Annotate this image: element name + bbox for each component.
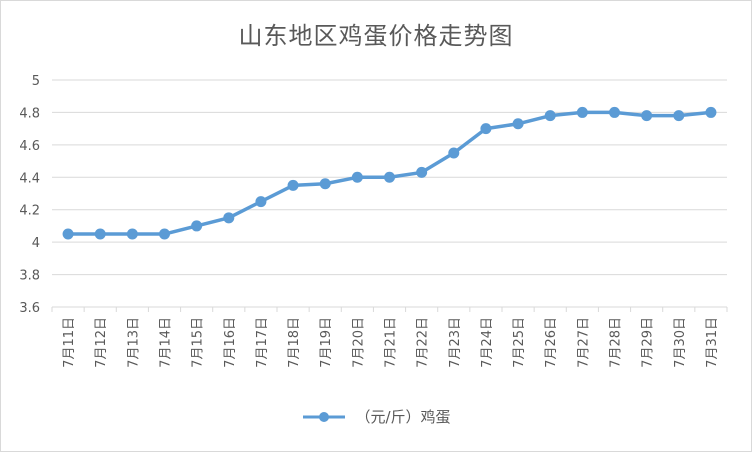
data-point — [351, 171, 363, 183]
x-tick-label: 7月20日 — [351, 317, 366, 368]
data-point — [641, 110, 653, 122]
x-tick-label: 7月13日 — [126, 317, 141, 368]
data-point — [448, 147, 460, 159]
x-tick-label: 7月29日 — [641, 317, 656, 368]
data-point — [94, 228, 106, 240]
data-point — [544, 110, 556, 122]
y-tick-label: 4.8 — [19, 106, 40, 121]
x-tick-label: 7月17日 — [255, 317, 270, 368]
x-tick-label: 7月31日 — [705, 317, 720, 368]
data-point — [705, 106, 717, 118]
x-tick-label: 7月12日 — [94, 317, 109, 368]
data-point — [673, 110, 685, 122]
data-point — [319, 178, 331, 190]
legend-label: （元/斤）鸡蛋 — [355, 408, 451, 426]
data-point — [191, 220, 203, 232]
data-point — [159, 228, 170, 240]
y-tick-label: 4.4 — [19, 171, 40, 186]
data-point — [480, 123, 492, 135]
legend-marker — [303, 411, 346, 422]
y-tick-label: 5 — [32, 74, 40, 89]
x-tick-label: 7月27日 — [576, 317, 591, 368]
x-tick-label: 7月26日 — [544, 317, 559, 368]
y-tick-label: 3.8 — [19, 269, 40, 284]
x-tick-label: 7月23日 — [448, 317, 463, 368]
x-tick-label: 7月28日 — [609, 317, 624, 368]
data-point — [62, 228, 74, 240]
data-point — [512, 118, 524, 130]
data-point — [287, 179, 299, 191]
y-tick-label: 4 — [32, 236, 40, 251]
x-tick-label: 7月30日 — [673, 317, 688, 368]
x-tick-label: 7月18日 — [287, 317, 302, 368]
data-point — [255, 196, 267, 208]
data-point — [416, 166, 428, 178]
data-point — [384, 171, 395, 183]
y-tick-label: 3.6 — [19, 301, 40, 316]
data-point — [609, 106, 620, 118]
data-point — [223, 212, 235, 224]
x-tick-label: 7月19日 — [319, 317, 334, 368]
x-tick-label: 7月22日 — [416, 317, 431, 368]
x-tick-label: 7月16日 — [223, 317, 238, 368]
x-tick-label: 7月21日 — [384, 317, 399, 368]
x-tick-label: 7月15日 — [191, 317, 206, 368]
chart-legend: （元/斤）鸡蛋 — [0, 406, 752, 427]
x-tick-label: 7月11日 — [62, 317, 77, 368]
x-tick-label: 7月25日 — [512, 317, 527, 368]
x-tick-label: 7月24日 — [480, 317, 495, 368]
y-tick-label: 4.2 — [19, 204, 40, 219]
data-point — [576, 106, 588, 118]
data-point — [126, 228, 138, 240]
y-tick-label: 4.6 — [19, 139, 40, 154]
chart-title: 山东地区鸡蛋价格走势图 — [238, 22, 514, 50]
x-tick-label: 7月14日 — [159, 317, 174, 368]
